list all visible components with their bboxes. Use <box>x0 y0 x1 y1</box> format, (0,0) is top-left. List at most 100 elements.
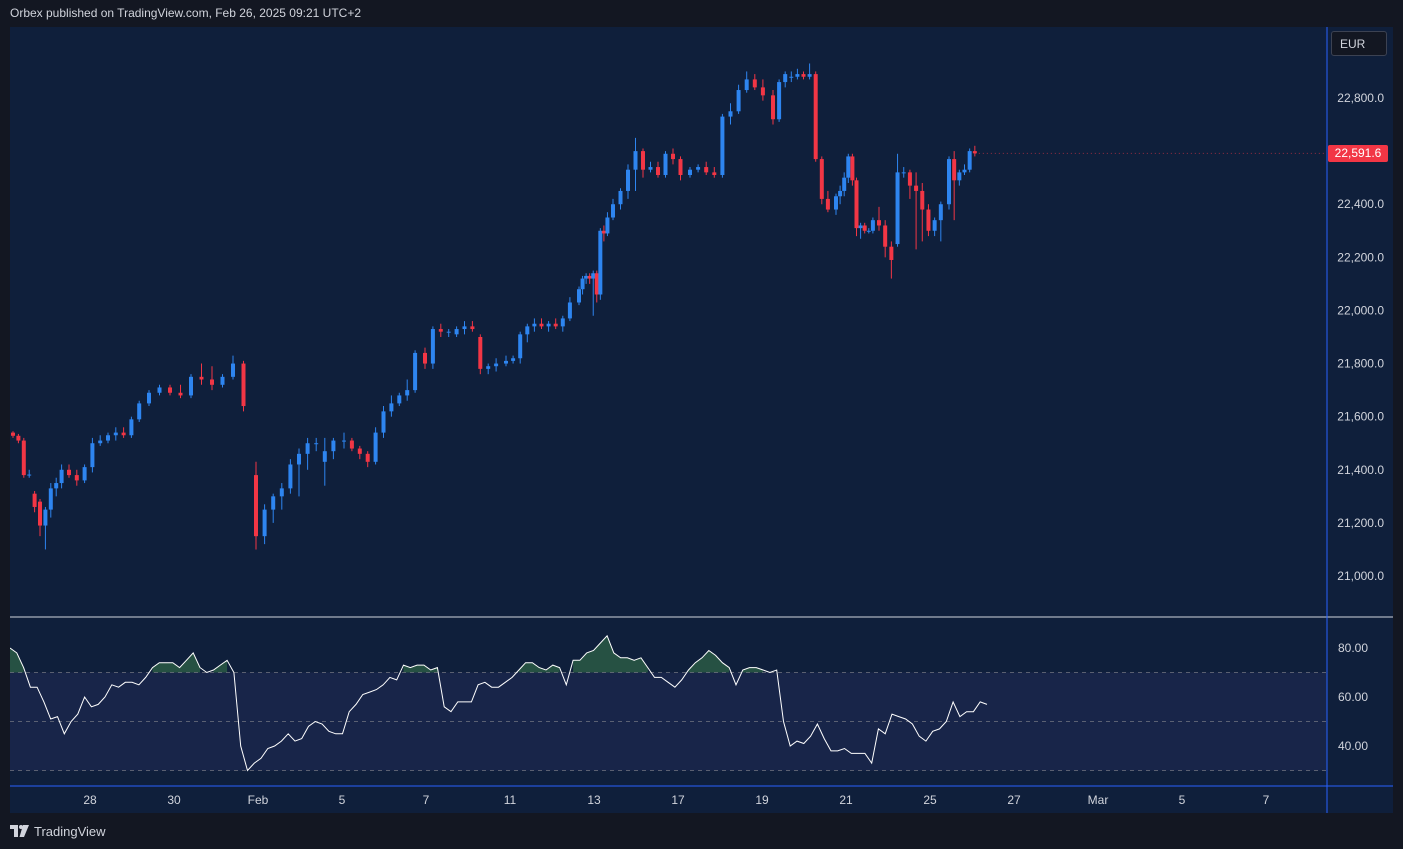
candle-body <box>59 469 64 484</box>
candle-body <box>314 443 319 445</box>
candle-body <box>907 172 912 186</box>
candle-body <box>231 363 235 377</box>
candle-body <box>90 443 95 468</box>
rsi-overbought-area <box>403 665 438 673</box>
time-tick-label: 17 <box>671 793 685 807</box>
time-axis: 28 30 Feb 5 7 11 13 17 19 21 25 27 Mar 5 7 <box>83 793 1269 807</box>
rsi-overbought-area <box>688 650 730 673</box>
time-tick-label: 13 <box>587 793 601 807</box>
candle-body <box>254 475 258 537</box>
candle-body <box>438 329 443 332</box>
candle-body <box>511 358 516 361</box>
candle-body <box>423 352 427 364</box>
currency-button[interactable]: EUR <box>1331 31 1387 56</box>
candle-body <box>553 323 558 327</box>
candle-body <box>129 419 134 436</box>
candle-body <box>648 167 653 170</box>
time-tick-label: 21 <box>839 793 853 807</box>
price-tick-label: 21,200.0 <box>1337 516 1384 530</box>
candle-body <box>446 331 451 333</box>
candle-body <box>27 474 32 476</box>
rsi-line-series <box>10 634 988 772</box>
candle-body <box>147 392 151 404</box>
candle-body <box>539 323 544 327</box>
candle-body <box>546 323 551 327</box>
price-tick-label: 21,600.0 <box>1337 410 1384 424</box>
candle-body <box>920 190 925 210</box>
candle-body <box>584 275 589 279</box>
candle-body <box>696 167 701 170</box>
candle-body <box>189 376 193 396</box>
candle-body <box>74 475 79 481</box>
candle-body <box>914 185 919 191</box>
candle-body <box>972 151 977 154</box>
candle-body <box>678 159 683 176</box>
rsi-axis: 40.00 60.00 80.00 <box>1338 641 1368 753</box>
candle-body <box>591 273 596 279</box>
rsi-overbought-area <box>573 635 648 673</box>
candle-body <box>98 440 103 444</box>
publisher-header: Orbex published on TradingView.com, Feb … <box>10 6 361 20</box>
candle-body <box>671 153 675 160</box>
candle-body <box>32 493 37 507</box>
rsi-line <box>10 634 988 772</box>
candle-body <box>525 326 530 335</box>
candle-body <box>67 469 71 476</box>
candle-body <box>789 76 794 78</box>
candle-body <box>813 74 818 160</box>
price-tick-label: 22,400.0 <box>1337 197 1384 211</box>
candle-body <box>199 376 204 380</box>
candle-body <box>106 435 110 441</box>
candle-body <box>241 363 246 407</box>
time-tick-label: 19 <box>755 793 769 807</box>
time-tick-label: 7 <box>423 793 430 807</box>
candle-body <box>38 501 42 526</box>
candle-body <box>795 74 800 77</box>
candle-body <box>462 326 467 330</box>
price-tick-label: 22,200.0 <box>1337 250 1384 264</box>
price-tick-label: 21,000.0 <box>1337 569 1384 583</box>
candle-body <box>262 509 267 537</box>
chart-canvas[interactable]: 21,000.0 21,200.0 21,400.0 21,600.0 21,800.0… <box>10 27 1393 813</box>
time-tick-label: 5 <box>339 793 346 807</box>
candle-body <box>365 453 370 462</box>
candle-body <box>454 329 459 335</box>
candle-body <box>834 196 838 210</box>
rsi-tick-label: 60.00 <box>1338 690 1368 704</box>
time-tick-label: Feb <box>248 793 269 807</box>
candle-body <box>54 483 59 489</box>
candle-body <box>842 177 847 191</box>
time-tick-label: 7 <box>1263 793 1270 807</box>
candle-body <box>801 74 806 77</box>
candle-body <box>858 225 863 229</box>
candle-body <box>580 278 585 290</box>
candle-body <box>967 151 972 170</box>
candle-body <box>210 379 214 385</box>
candle-body <box>947 159 951 205</box>
candle-body <box>901 172 906 174</box>
candle-body <box>854 180 859 229</box>
candle-body <box>889 246 894 260</box>
candle-body <box>777 82 782 120</box>
candle-body <box>712 172 717 176</box>
candle-body <box>771 95 775 120</box>
candle-body <box>962 169 967 173</box>
candle-body <box>938 204 943 221</box>
candle-body <box>952 159 957 181</box>
price-tick-label: 21,800.0 <box>1337 357 1384 371</box>
price-tick-label: 21,400.0 <box>1337 463 1384 477</box>
time-tick-label: 25 <box>923 793 937 807</box>
candle-body <box>807 74 812 77</box>
candle-body <box>870 220 875 231</box>
candle-body <box>494 363 499 367</box>
rsi-overbought-area <box>742 667 764 673</box>
candle-body <box>279 488 284 497</box>
footer-brand[interactable]: TradingView <box>10 822 106 840</box>
candle-body <box>113 432 118 436</box>
candle-body <box>877 220 881 226</box>
rsi-tick-label: 80.00 <box>1338 641 1368 655</box>
candle-body <box>736 90 741 112</box>
candle-body <box>478 337 483 369</box>
candle-body <box>532 323 537 327</box>
candle-body <box>601 230 606 234</box>
